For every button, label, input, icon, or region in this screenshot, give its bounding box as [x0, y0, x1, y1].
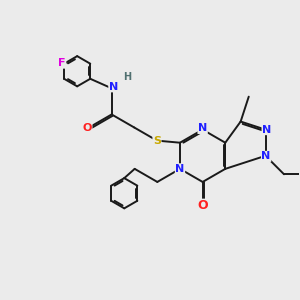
Text: N: N — [198, 123, 207, 134]
Text: N: N — [176, 164, 184, 174]
Text: S: S — [153, 136, 161, 146]
Text: N: N — [262, 152, 271, 161]
Text: H: H — [123, 72, 131, 82]
Text: N: N — [262, 124, 271, 135]
Text: F: F — [58, 58, 66, 68]
Text: N: N — [109, 82, 118, 92]
Text: O: O — [197, 199, 208, 212]
Text: O: O — [82, 123, 92, 133]
